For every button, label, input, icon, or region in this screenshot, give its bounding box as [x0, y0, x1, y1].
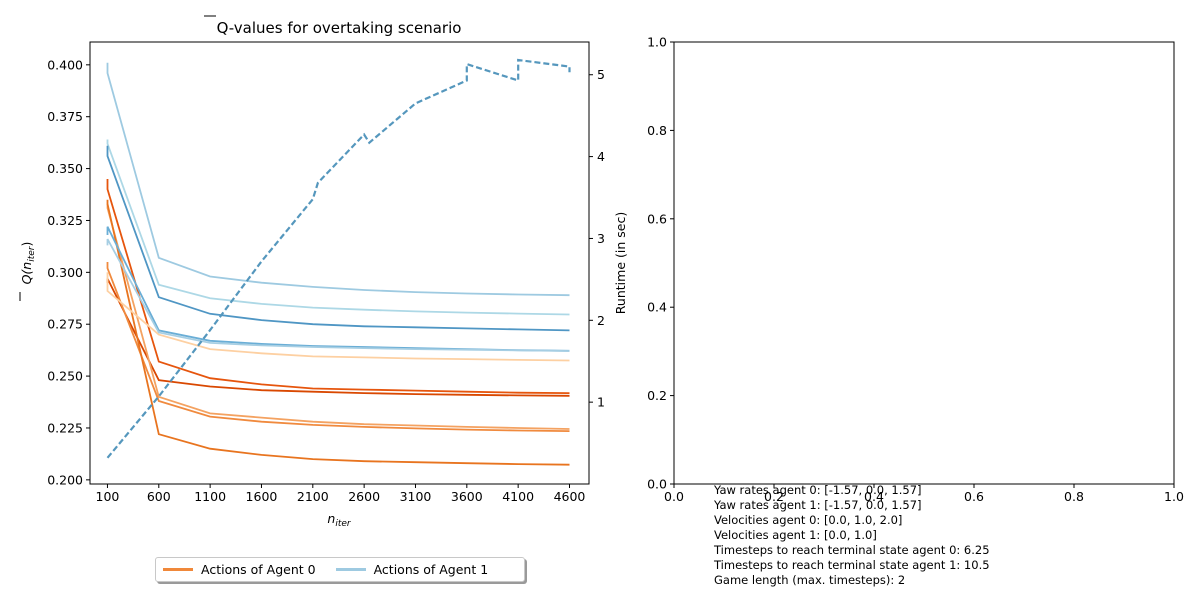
x-tick-label: 100: [96, 489, 120, 504]
info-line-game-length: Game length (max. timesteps): 2: [714, 573, 906, 587]
right-x-tick-label: 0.4: [864, 489, 884, 504]
right-y-tick-label: 0.6: [647, 211, 667, 226]
y-tick-label: 0.225: [47, 420, 83, 435]
right-y-tick-label: 0.8: [647, 123, 667, 138]
legend-item-agent-0: Actions of Agent 0: [163, 562, 316, 577]
left-y-ticks: 0.200 0.225 0.250 0.275 0.300 0.325 0.350 0.375…: [47, 57, 90, 487]
y-tick-label: 0.325: [47, 213, 83, 228]
y-tick-label: 0.275: [47, 317, 83, 332]
right-x-tick-label: 0.2: [764, 489, 784, 504]
y2-tick-label: 4: [597, 149, 605, 164]
q-series-line-1: [106, 278, 570, 397]
info-line-timesteps-agent-0: Timesteps to reach terminal state agent …: [714, 543, 990, 557]
x-axis-label: niter: [327, 511, 352, 529]
x-tick-label: 2100: [297, 489, 329, 504]
x-tick-label: 1100: [194, 489, 226, 504]
right-y-tick-label: 1.0: [647, 35, 667, 50]
q-series-line-7: [106, 139, 570, 316]
chart-title: Q-values for overtaking scenario: [217, 19, 462, 37]
right-x-tick-label: 0.6: [964, 489, 984, 504]
y-tick-label: 0.350: [47, 161, 83, 176]
info-line-yaw-agent-0: Yaw rates agent 0: [-1.57, 0.0, 1.57]: [714, 483, 922, 497]
svg-text:Q(niter): Q(niter): [19, 242, 37, 285]
right-x-ticks: 0.0 0.2 0.4 0.6 0.8 1.0: [664, 484, 1184, 504]
legend-swatch-agent-1: [335, 568, 366, 571]
x-tick-label: 2600: [348, 489, 380, 504]
right-axes-frame: [673, 41, 1175, 485]
right-y-tick-label: 0.2: [647, 388, 667, 403]
right-x-tick-label: 0.0: [664, 489, 684, 504]
info-line-velocity-agent-0: Velocities agent 0: [0.0, 1.0, 2.0]: [714, 513, 903, 527]
runtime-series-line: [106, 58, 571, 459]
x-tick-label: 4600: [554, 489, 586, 504]
x-tick-label: 4100: [502, 489, 534, 504]
title-suffix: -values for overtaking scenario: [229, 19, 462, 37]
title-q-symbol: Q: [217, 19, 229, 37]
y-tick-label: 0.400: [47, 57, 83, 72]
right-y-ticks: 0.0 0.2 0.4 0.6 0.8 1.0: [647, 35, 674, 492]
q-series-line-4: [106, 199, 570, 466]
legend-label-agent-0: Actions of Agent 0: [201, 562, 316, 577]
q-series-line-8: [106, 145, 570, 332]
y2-tick-label: 2: [597, 313, 605, 328]
y2-tick-label: 3: [597, 231, 605, 246]
info-line-yaw-agent-1: Yaw rates agent 1: [-1.57, 0.0, 1.57]: [714, 498, 922, 512]
q-series-line-5: [106, 272, 570, 362]
y2-tick-label: 5: [597, 67, 605, 82]
x-tick-label: 600: [147, 489, 171, 504]
right-x-tick-label: 1.0: [1164, 489, 1184, 504]
left-plot-area: [106, 58, 571, 466]
info-line-timesteps-agent-1: Timesteps to reach terminal state agent …: [714, 558, 990, 572]
left-x-ticks: 100 600 1100 1600 2100 2600 3100 3600 4100 4600: [96, 484, 586, 504]
q-series-line-2: [106, 203, 570, 430]
y2-tick-label: 1: [597, 395, 605, 410]
y-tick-label: 0.300: [47, 265, 83, 280]
left-axes-frame: [89, 41, 590, 485]
y-tick-label: 0.200: [47, 472, 83, 487]
q-series-line-6: [106, 62, 570, 297]
q-series-line-10: [106, 238, 570, 352]
y-tick-label: 0.250: [47, 369, 83, 384]
info-text-block: Yaw rates agent 0: [-1.57, 0.0, 1.57] Ya…: [714, 483, 990, 588]
q-series-line-0: [106, 179, 570, 394]
right-x-tick-label: 0.8: [1064, 489, 1084, 504]
left-y2-ticks: 1 2 3 4 5: [589, 67, 605, 410]
legend-item-agent-1: Actions of Agent 1: [335, 562, 489, 577]
right-y-tick-label: 0.4: [647, 300, 667, 315]
legend: Actions of Agent 0 Actions of Agent 1: [155, 557, 525, 582]
y2-axis-label: Runtime (in sec): [613, 212, 628, 314]
right-y-tick-label: 0.0: [647, 477, 667, 492]
y-tick-label: 0.375: [47, 109, 83, 124]
x-tick-label: 3100: [400, 489, 432, 504]
info-line-velocity-agent-1: Velocities agent 1: [0.0, 1.0]: [714, 528, 877, 542]
x-tick-label: 3600: [451, 489, 483, 504]
legend-label-agent-1: Actions of Agent 1: [373, 562, 489, 577]
x-tick-label: 1600: [246, 489, 278, 504]
legend-swatch-agent-0: [163, 568, 193, 571]
y-axis-label: Q(niter): [19, 242, 37, 301]
